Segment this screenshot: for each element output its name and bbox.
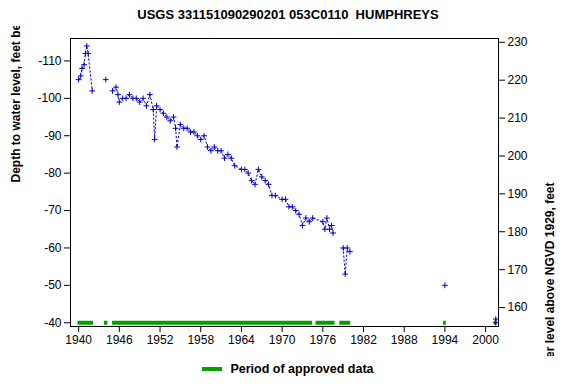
- svg-text:-60: -60: [44, 241, 62, 255]
- svg-text:Groundwater level above NGVD 1: Groundwater level above NGVD 1929, feet: [543, 183, 557, 357]
- svg-text:180: 180: [508, 225, 528, 239]
- svg-text:-40: -40: [44, 316, 62, 330]
- svg-text:-70: -70: [44, 203, 62, 217]
- svg-text:1994: 1994: [432, 333, 459, 347]
- html-text:USGS 331151090290201 053C0110: USGS 331151090290201 053C0110 HUMPHREYS: [137, 7, 439, 22]
- svg-text:190: 190: [508, 187, 528, 201]
- svg-text:Depth to water level, feet bel: Depth to water level, feet below land su…: [9, 26, 23, 183]
- svg-text:1982: 1982: [350, 333, 377, 347]
- svg-text:-110: -110: [38, 54, 61, 68]
- svg-text:-90: -90: [44, 129, 62, 143]
- svg-text:230: 230: [508, 35, 528, 49]
- svg-text:170: 170: [508, 262, 528, 276]
- svg-text:-80: -80: [44, 166, 62, 180]
- svg-text:1988: 1988: [391, 333, 418, 347]
- svg-text:220: 220: [508, 73, 528, 87]
- svg-text:1970: 1970: [269, 333, 296, 347]
- html-text:Period of approved data: Period of approved data: [230, 362, 374, 376]
- svg-text:-100: -100: [37, 91, 61, 105]
- svg-text:2000: 2000: [472, 333, 499, 347]
- svg-text:-50: -50: [44, 278, 62, 292]
- svg-text:1940: 1940: [65, 333, 92, 347]
- svg-text:1946: 1946: [106, 333, 133, 347]
- svg-text:1958: 1958: [187, 333, 214, 347]
- svg-text:1964: 1964: [228, 333, 255, 347]
- svg-text:1952: 1952: [147, 333, 174, 347]
- svg-text:210: 210: [508, 111, 528, 125]
- svg-text:160: 160: [508, 300, 528, 314]
- svg-text:200: 200: [508, 149, 528, 163]
- svg-text:1976: 1976: [309, 333, 336, 347]
